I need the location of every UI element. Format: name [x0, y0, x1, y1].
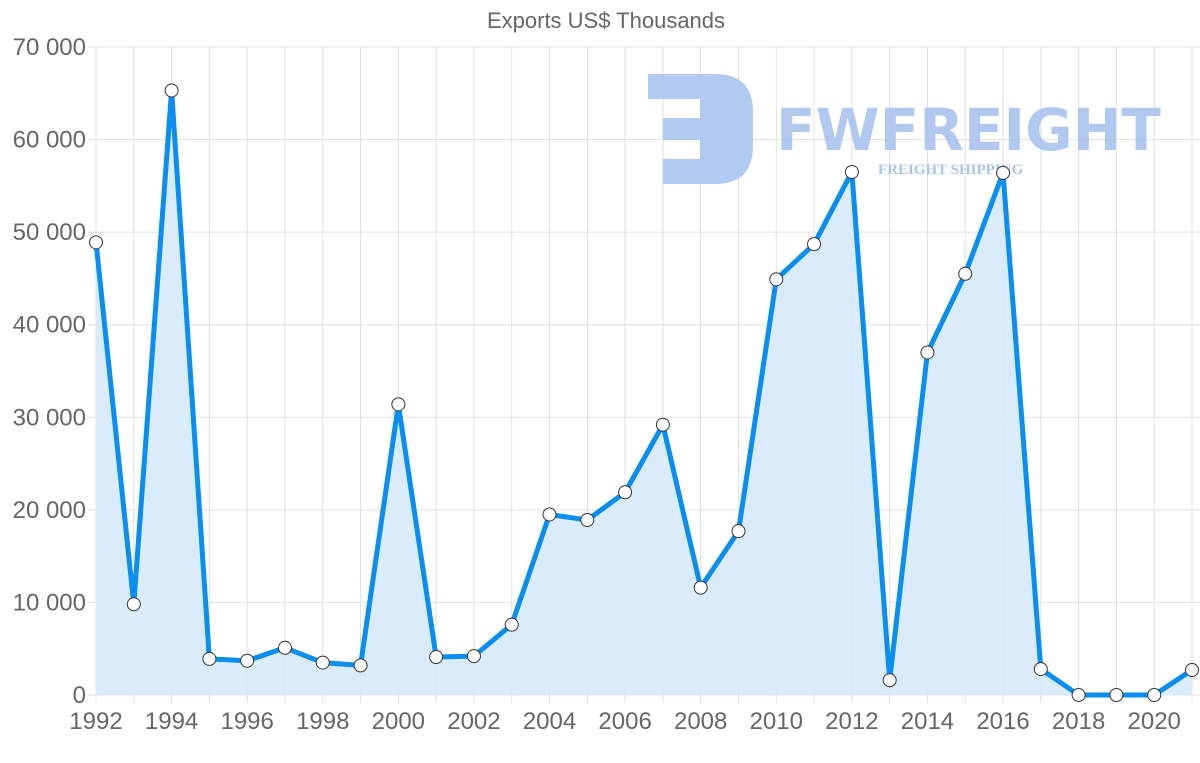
x-tick-label: 1994 [145, 708, 198, 735]
data-point[interactable] [844, 164, 859, 179]
y-tick-label: 30 000 [13, 404, 86, 431]
area-fill [96, 90, 1192, 696]
logo-mark-icon [648, 74, 753, 184]
x-tick-label: 2000 [372, 708, 425, 735]
watermark-brand: FWFREIGHT [776, 96, 1161, 164]
watermark-logo: FWFREIGHT FREIGHT SHIPPING [648, 74, 1161, 184]
chart-title: Exports US$ Thousands [486, 8, 726, 33]
data-point[interactable] [807, 237, 822, 252]
data-point[interactable] [655, 417, 670, 432]
x-tick-label: 1998 [296, 708, 349, 735]
data-point[interactable] [202, 651, 217, 666]
data-point[interactable] [504, 617, 519, 632]
y-tick-label: 60 000 [13, 127, 86, 154]
data-point[interactable] [315, 655, 330, 670]
data-point[interactable] [1109, 688, 1124, 702]
data-point[interactable] [693, 580, 708, 595]
y-tick-label: 40 000 [13, 312, 86, 339]
data-point[interactable] [769, 272, 784, 287]
x-tick-label: 2012 [825, 708, 878, 735]
y-axis: 0 10 000 20 000 30 000 40 000 50 000 60 000 70 … [13, 34, 86, 709]
x-tick-label: 1992 [69, 708, 122, 735]
data-point[interactable] [1147, 688, 1162, 702]
data-points [89, 83, 1199, 702]
x-tick-label: 2018 [1052, 708, 1105, 735]
x-axis: 1992 1994 1996 1998 2000 2002 2004 2006 2008 2010… [69, 708, 1181, 735]
data-point[interactable] [731, 524, 746, 539]
data-point[interactable] [996, 165, 1011, 180]
x-tick-label: 2020 [1128, 708, 1181, 735]
data-point[interactable] [466, 649, 481, 664]
data-point[interactable] [391, 397, 406, 412]
x-tick-label: 2014 [901, 708, 954, 735]
data-point[interactable] [429, 650, 444, 665]
data-point[interactable] [164, 83, 179, 98]
y-tick-label: 70 000 [13, 34, 86, 61]
x-tick-label: 1996 [220, 708, 273, 735]
watermark-tagline: FREIGHT SHIPPING [878, 162, 1023, 178]
y-tick-label: 20 000 [13, 497, 86, 524]
data-point[interactable] [542, 507, 557, 522]
data-point[interactable] [618, 485, 633, 500]
x-tick-label: 2006 [598, 708, 651, 735]
data-point[interactable] [277, 640, 292, 655]
y-tick-label: 50 000 [13, 219, 86, 246]
data-point[interactable] [920, 345, 935, 360]
x-tick-label: 2002 [447, 708, 500, 735]
data-point[interactable] [882, 673, 897, 688]
y-tick-label: 0 [73, 682, 86, 709]
x-tick-label: 2004 [523, 708, 576, 735]
data-point[interactable] [958, 266, 973, 281]
x-tick-label: 2010 [750, 708, 803, 735]
y-tick-label: 10 000 [13, 589, 86, 616]
data-point[interactable] [1185, 663, 1199, 678]
x-tick-label: 2008 [674, 708, 727, 735]
data-point[interactable] [580, 513, 595, 528]
data-point[interactable] [240, 653, 255, 668]
data-point[interactable] [1033, 662, 1048, 677]
data-point[interactable] [353, 658, 368, 673]
data-point[interactable] [89, 235, 103, 250]
data-point[interactable] [1071, 688, 1086, 702]
x-tick-label: 2016 [976, 708, 1029, 735]
data-point[interactable] [126, 597, 141, 612]
